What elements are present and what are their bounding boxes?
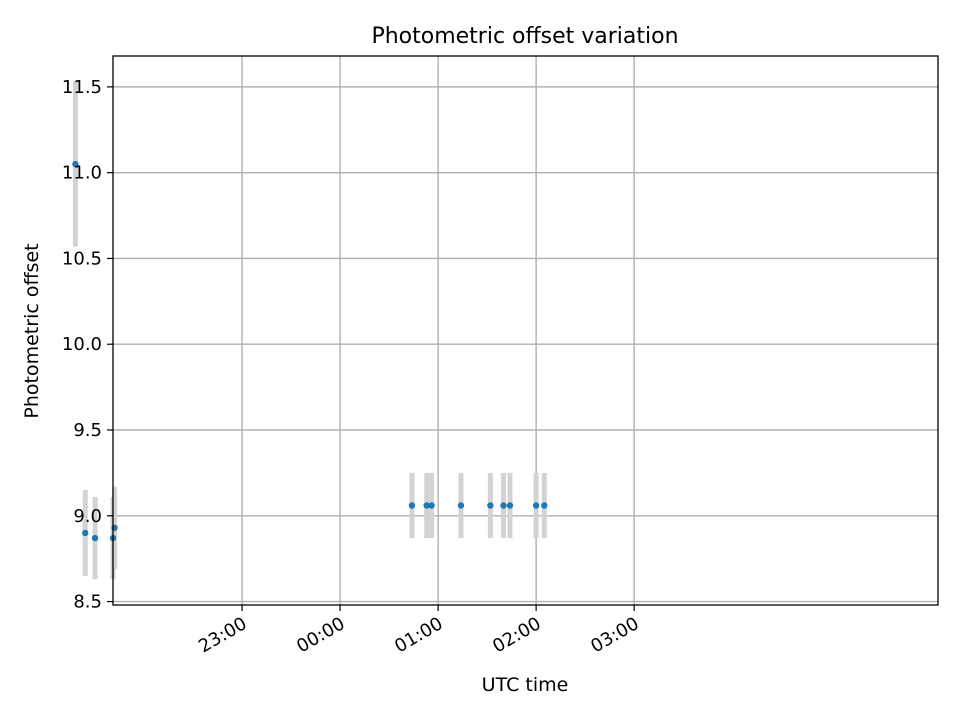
grid-layer <box>113 56 938 605</box>
x-axis-label: UTC time <box>482 674 569 696</box>
data-point <box>72 160 79 168</box>
y-tick-label: 11.5 <box>62 77 102 98</box>
errorbar-layer <box>72 81 547 580</box>
y-tick-label: 8.5 <box>73 592 102 613</box>
tick-layer: 8.5 9.0 9.5 10.0 10.5 11.0 11.5 23:00 00:00 01:00… <box>62 77 643 657</box>
data-point <box>428 502 435 509</box>
data-point <box>457 502 465 509</box>
data-point <box>487 502 494 509</box>
x-tick-label: 02:00 <box>489 613 544 657</box>
data-point <box>541 502 548 509</box>
y-axis-label: Photometric offset <box>21 243 43 418</box>
y-tick-label: 11.0 <box>62 163 102 184</box>
data-point <box>506 502 514 509</box>
chart-title: Photometric offset variation <box>371 24 678 49</box>
plot-frame <box>112 55 939 606</box>
data-point <box>532 502 540 509</box>
x-tick-label: 23:00 <box>195 613 250 657</box>
data-point <box>408 502 416 509</box>
data-point <box>82 529 89 537</box>
x-tick-label: 00:00 <box>293 613 348 657</box>
x-tick-label: 03:00 <box>587 613 642 657</box>
y-tick-label: 9.0 <box>73 506 102 527</box>
x-tick-label: 01:00 <box>391 613 446 657</box>
data-point <box>91 534 99 542</box>
y-tick-label: 10.5 <box>62 248 102 269</box>
y-tick-label: 9.5 <box>73 420 102 441</box>
data-point <box>500 502 507 509</box>
data-point <box>423 502 430 509</box>
point-layer <box>72 160 548 542</box>
y-tick-label: 10.0 <box>62 334 102 355</box>
